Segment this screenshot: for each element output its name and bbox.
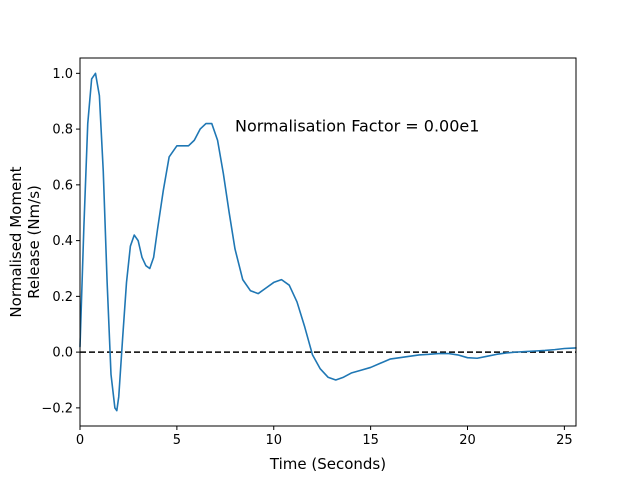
- x-tick-label: 10: [265, 433, 282, 448]
- plot-frame: [79, 57, 577, 427]
- y-axis-label-line-1: Normalised Moment: [7, 166, 25, 317]
- y-tick-label: 1.0: [52, 67, 73, 82]
- y-tick-label: 0.0: [52, 346, 73, 361]
- x-tick-label: 15: [362, 433, 379, 448]
- x-tick-label: 25: [556, 433, 573, 448]
- series-line-0: [79, 72, 577, 412]
- y-tick-label: 0.8: [52, 123, 73, 138]
- x-tick-label: 5: [173, 433, 181, 448]
- ticks-layer: 0 5 10 15 20 25 −0.2 0.0 0.2 0.4 0.6 0.8 1.0: [41, 67, 572, 448]
- y-tick-label: 0.4: [52, 234, 73, 249]
- plot-layer: [79, 72, 577, 412]
- x-tick-label: 20: [459, 433, 476, 448]
- y-axis-label: Normalised Moment Release (Nm/s): [7, 166, 43, 317]
- annotation-text: Normalisation Factor = 0.00e1: [235, 116, 479, 135]
- y-tick-label: 0.2: [52, 290, 73, 305]
- x-tick-label: 0: [76, 433, 84, 448]
- x-axis-label: Time (Seconds): [269, 455, 386, 473]
- y-tick-label: 0.6: [52, 178, 73, 193]
- y-axis-label-line-2: Release (Nm/s): [25, 185, 43, 299]
- y-tick-label: −0.2: [41, 401, 73, 416]
